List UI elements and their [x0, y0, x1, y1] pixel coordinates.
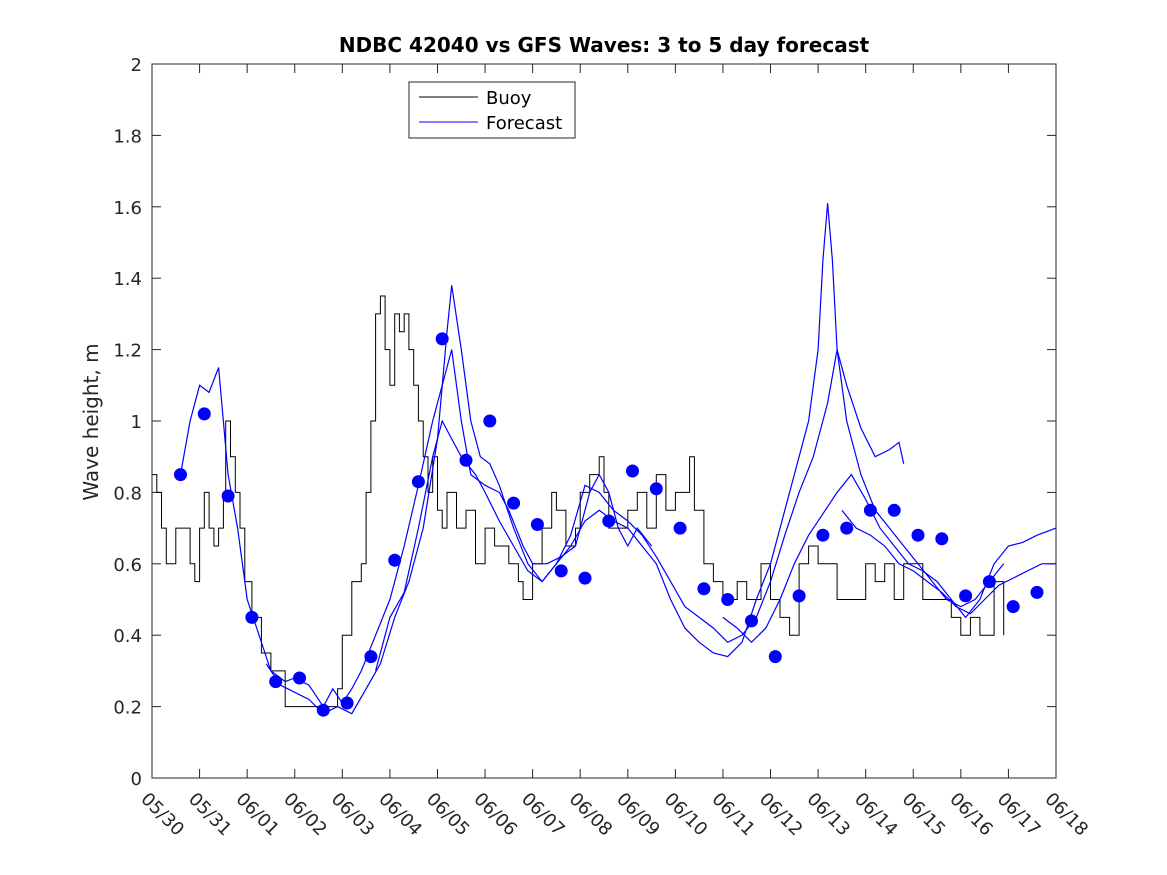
forecast-marker [649, 482, 663, 496]
legend: Buoy Forecast [408, 81, 576, 139]
forecast-marker [982, 575, 996, 589]
forecast-marker [269, 675, 283, 689]
forecast-marker [197, 407, 211, 421]
y-tick-label: 0.4 [113, 626, 142, 647]
forecast-marker [530, 518, 544, 531]
y-tick-label: 0.2 [113, 698, 142, 719]
forecast-series-line-1 [179, 349, 653, 708]
y-tick-label: 0.6 [113, 555, 142, 576]
y-tick-label: 1 [131, 412, 142, 433]
forecast-series-line-5 [841, 509, 1056, 615]
forecast-marker [221, 489, 235, 503]
forecast-marker [792, 589, 806, 603]
forecast-marker [293, 671, 306, 685]
legend-buoy-label: Buoy [486, 88, 532, 109]
forecast-marker [578, 571, 592, 585]
y-tick-label: 0 [131, 769, 142, 790]
forecast-marker [863, 503, 877, 517]
y-axis-label: Wave height, m [79, 343, 103, 500]
forecast-marker [768, 650, 782, 664]
forecast-marker [316, 703, 330, 717]
forecast-marker [816, 528, 830, 542]
forecast-marker [721, 593, 735, 606]
forecast-marker [483, 414, 497, 428]
y-tick-label: 1.8 [113, 126, 142, 147]
forecast-marker [935, 532, 949, 546]
forecast-marker [340, 696, 354, 710]
y-tick-label: 0.8 [113, 483, 142, 504]
forecast-marker [364, 650, 378, 664]
forecast-marker [245, 610, 259, 624]
chart-title: NDBC 42040 vs GFS Waves: 3 to 5 day fore… [339, 33, 870, 57]
y-tick-label: 1.4 [113, 269, 142, 290]
forecast-marker [602, 514, 616, 528]
forecast-series-line-4 [722, 473, 1057, 644]
forecast-marker [840, 521, 854, 535]
forecast-marker [697, 582, 711, 596]
forecast-marker [626, 464, 639, 478]
forecast-marker [411, 475, 425, 489]
forecast-marker [554, 564, 568, 578]
forecast-marker [388, 553, 402, 567]
forecast-marker [911, 528, 925, 542]
forecast-marker [435, 332, 449, 346]
forecast-marker [959, 589, 973, 603]
forecast-marker [673, 521, 687, 535]
y-tick-label: 2 [131, 55, 142, 76]
buoy-series-line [152, 295, 1005, 708]
forecast-marker [174, 468, 187, 482]
y-tick-label: 1.6 [113, 198, 142, 219]
forecast-marker [507, 496, 521, 510]
forecast-marker [1030, 585, 1044, 599]
forecast-series-line-3 [375, 349, 905, 672]
legend-forecast-label: Forecast [486, 113, 562, 134]
forecast-marker [1006, 600, 1020, 614]
plot-frame [151, 63, 1057, 779]
y-tick-label: 1.2 [113, 341, 142, 362]
forecast-marker [887, 503, 901, 517]
legend-box [408, 81, 576, 139]
forecast-marker [459, 453, 473, 467]
forecast-marker [745, 614, 758, 628]
